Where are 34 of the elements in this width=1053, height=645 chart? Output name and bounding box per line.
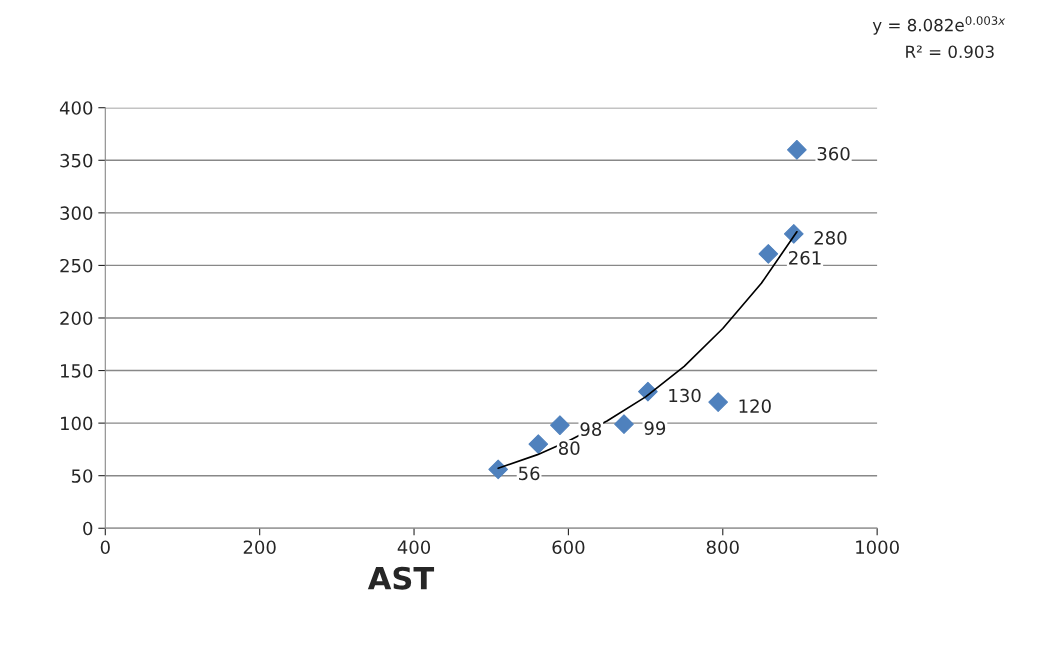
y-tick-label: 150 xyxy=(61,364,93,378)
point xyxy=(550,415,570,436)
point xyxy=(528,434,549,454)
x-tick-label: 1000 xyxy=(856,540,899,555)
data-label: 120 xyxy=(739,399,771,413)
data-label: 280 xyxy=(814,231,847,245)
data-label: 80 xyxy=(558,441,580,455)
data-label: 56 xyxy=(519,466,540,481)
x-tick-label: 0 xyxy=(100,540,110,555)
y-tick-label: 100 xyxy=(61,416,93,431)
data-label: 98 xyxy=(580,422,602,437)
y-tick-label: 200 xyxy=(60,311,93,326)
point xyxy=(614,414,634,435)
point xyxy=(708,392,728,412)
y-tick-label: 50 xyxy=(71,469,93,483)
x-tick-label: 400 xyxy=(397,540,431,555)
data-label: 261 xyxy=(789,250,821,265)
x-tick-label: 800 xyxy=(706,540,739,555)
y-tick-label: 400 xyxy=(59,101,93,115)
y-tick-label: 0 xyxy=(83,521,93,536)
point xyxy=(787,139,807,160)
y-tick-label: 350 xyxy=(60,153,93,168)
text: R² = 0.903 xyxy=(906,45,994,59)
data-label: 360 xyxy=(817,146,850,161)
y-tick-label: 300 xyxy=(60,206,93,220)
data-label: 99 xyxy=(644,421,666,435)
x-tick-label: 600 xyxy=(552,540,585,555)
x-axis-title: AST xyxy=(367,566,435,590)
x-tick-label: 200 xyxy=(243,540,276,555)
point xyxy=(488,459,509,480)
point xyxy=(758,244,779,264)
data-label: 130 xyxy=(669,388,701,403)
text: y = 8.082e$^{0.003x}$ xyxy=(872,16,1006,35)
y-tick-label: 250 xyxy=(60,258,93,273)
